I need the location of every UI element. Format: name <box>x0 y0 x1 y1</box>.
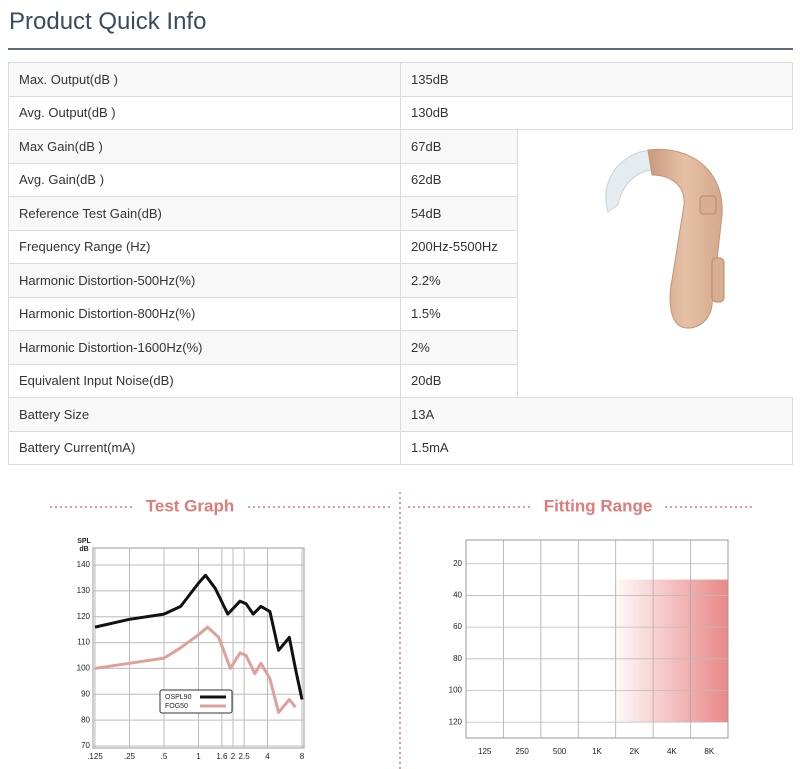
spec-value: 2% <box>400 330 518 365</box>
chart-title: Fitting Range <box>544 496 653 515</box>
x-tick-label: .125 <box>87 752 103 761</box>
spec-label: Reference Test Gain(dB) <box>8 196 401 231</box>
spec-value: 1.5mA <box>400 430 793 465</box>
range-fade <box>466 540 728 738</box>
spec-label: Max. Output(dB ) <box>8 62 401 97</box>
x-tick-label: 1.6 <box>216 752 228 761</box>
x-tick-label: 500 <box>553 747 567 756</box>
y-tick-label: 120 <box>449 717 463 726</box>
title-rule <box>8 48 793 50</box>
y-tick-label: 60 <box>453 622 462 631</box>
x-tick-label: 4 <box>265 752 270 761</box>
spec-label: Harmonic Distortion-800Hz(%) <box>8 296 401 331</box>
x-tick-label: .25 <box>124 752 136 761</box>
x-tick-label: 4K <box>667 747 677 756</box>
series-line <box>94 573 304 700</box>
x-tick-label: 1 <box>196 752 201 761</box>
x-tick-label: 2K <box>630 747 640 756</box>
y-tick-label: 80 <box>453 654 462 663</box>
page-title: Product Quick Info <box>9 8 207 35</box>
y-tick-label: 120 <box>77 612 91 621</box>
y-tick-label: 40 <box>453 591 462 600</box>
y-tick-label: 130 <box>77 586 91 595</box>
legend-label: OSPL90 <box>165 694 192 701</box>
spec-value: 130dB <box>400 95 793 130</box>
spec-value: 1.5% <box>400 296 518 331</box>
spec-value: 135dB <box>400 62 793 97</box>
y-tick-label: 140 <box>77 560 91 569</box>
spec-value: 67dB <box>400 129 518 164</box>
spec-value: 20dB <box>400 363 518 398</box>
legend-label: FOG50 <box>165 703 188 710</box>
y-axis-unit: dB <box>79 546 88 553</box>
y-tick-label: 70 <box>81 741 90 750</box>
plot-frame <box>465 539 729 739</box>
y-tick-label: 100 <box>449 686 463 695</box>
x-tick-label: 250 <box>515 747 529 756</box>
spec-value: 62dB <box>400 162 518 197</box>
x-tick-label: 125 <box>478 747 492 756</box>
y-tick-label: 20 <box>453 559 462 568</box>
spec-value: 200Hz-5500Hz <box>400 229 518 264</box>
chart-title: Test Graph <box>146 496 234 515</box>
spec-label: Frequency Range (Hz) <box>8 229 401 264</box>
spec-label: Avg. Output(dB ) <box>8 95 401 130</box>
product-image <box>605 148 725 329</box>
spec-label: Battery Current(mA) <box>8 430 401 465</box>
spec-label: Max Gain(dB ) <box>8 129 401 164</box>
series-line <box>94 625 297 714</box>
spec-value: 13A <box>400 397 793 432</box>
x-tick-label: 2.5 <box>239 752 251 761</box>
x-tick-label: 1K <box>592 747 602 756</box>
x-tick-label: 8 <box>300 752 305 761</box>
section-dividers <box>50 492 752 769</box>
x-tick-label: 8K <box>704 747 714 756</box>
x-tick-label: .5 <box>161 752 168 761</box>
y-tick-label: 100 <box>77 664 91 673</box>
spec-label: Avg. Gain(dB ) <box>8 162 401 197</box>
spec-label: Battery Size <box>8 397 401 432</box>
spec-value: 2.2% <box>400 263 518 298</box>
y-tick-label: 80 <box>81 715 90 724</box>
y-tick-label: 110 <box>77 638 90 647</box>
x-tick-label: 2 <box>231 752 236 761</box>
y-axis-label: SPL <box>77 538 91 545</box>
y-tick-label: 90 <box>81 689 90 698</box>
